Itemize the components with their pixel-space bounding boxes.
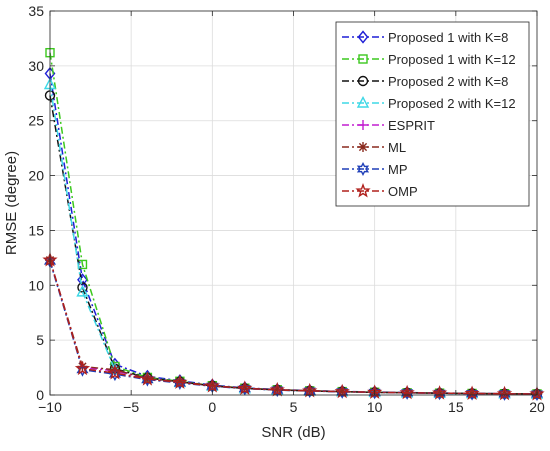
legend-label: Proposed 1 with K=12 <box>388 52 516 67</box>
x-tick-label: 5 <box>290 399 298 415</box>
data-point <box>368 385 381 400</box>
x-tick-label: 0 <box>208 399 216 415</box>
legend-marker <box>358 120 368 130</box>
legend-item: MP <box>342 161 408 177</box>
legend-item: Proposed 1 with K=12 <box>342 52 516 67</box>
legend-label: MP <box>388 162 408 177</box>
legend-marker <box>355 182 371 198</box>
data-point <box>303 384 316 399</box>
data-point <box>76 284 89 297</box>
legend-label: ESPRIT <box>388 118 435 133</box>
data-point <box>336 384 349 399</box>
legend-item: Proposed 2 with K=12 <box>342 95 516 111</box>
data-point <box>433 386 446 401</box>
x-tick-label: 10 <box>367 399 383 415</box>
data-point <box>139 371 156 386</box>
data-point <box>498 386 511 401</box>
y-tick-label: 25 <box>28 113 44 129</box>
legend-marker <box>357 75 369 87</box>
legend-label: ML <box>388 140 406 155</box>
legend-marker <box>358 54 368 64</box>
data-point <box>302 382 318 398</box>
data-point <box>74 360 91 376</box>
data-point <box>337 386 348 397</box>
data-point <box>204 377 220 393</box>
x-axis-label: SNR (dB) <box>261 424 325 441</box>
y-tick-label: 35 <box>28 3 44 19</box>
axes: −10 −5 0 5 10 15 20 0 5 10 15 20 25 30 35 <box>28 3 545 415</box>
data-point <box>237 380 253 395</box>
legend-label: Proposed 2 with K=12 <box>388 96 516 111</box>
data-point <box>77 282 88 293</box>
legend-marker <box>356 95 370 108</box>
data-point <box>467 388 478 399</box>
data-point <box>496 385 513 401</box>
legend-marker <box>356 161 370 177</box>
legend-item: ESPRIT <box>342 118 435 133</box>
y-tick-label: 20 <box>28 168 44 184</box>
y-axis-label: RMSE (degree) <box>3 151 20 255</box>
legend-marker <box>358 142 368 152</box>
data-point <box>529 385 545 401</box>
x-tick-label: −5 <box>123 399 139 415</box>
data-point <box>401 385 414 400</box>
legend-marker <box>357 30 369 44</box>
data-point <box>172 374 188 389</box>
x-tick-label: 15 <box>448 399 464 415</box>
legend-item: ML <box>342 140 406 155</box>
data-point <box>142 373 153 384</box>
y-tick-label: 5 <box>36 332 44 348</box>
legend-label: OMP <box>388 184 418 199</box>
data-point <box>334 383 350 399</box>
legend-item: Proposed 2 with K=8 <box>342 74 508 89</box>
data-point <box>107 365 123 380</box>
x-tick-label: −10 <box>38 399 62 415</box>
legend: Proposed 1 with K=8 Proposed 1 with K=12 P… <box>335 21 530 207</box>
data-point <box>272 384 283 395</box>
y-tick-label: 0 <box>36 387 44 403</box>
y-tick-label: 15 <box>28 222 44 238</box>
y-tick-label: 30 <box>28 58 44 74</box>
data-point <box>431 385 448 400</box>
data-point <box>530 386 544 402</box>
legend-label: Proposed 1 with K=8 <box>388 30 508 45</box>
data-point <box>465 386 479 401</box>
x-tick-label: 20 <box>529 399 545 415</box>
data-point <box>269 381 285 397</box>
data-point <box>271 383 284 398</box>
data-point <box>464 385 480 400</box>
y-tick-label: 10 <box>28 277 44 293</box>
legend-item: OMP <box>342 182 418 199</box>
legend-label: Proposed 2 with K=8 <box>388 74 508 89</box>
legend-item: Proposed 1 with K=8 <box>342 30 508 45</box>
legend-box <box>335 21 530 207</box>
